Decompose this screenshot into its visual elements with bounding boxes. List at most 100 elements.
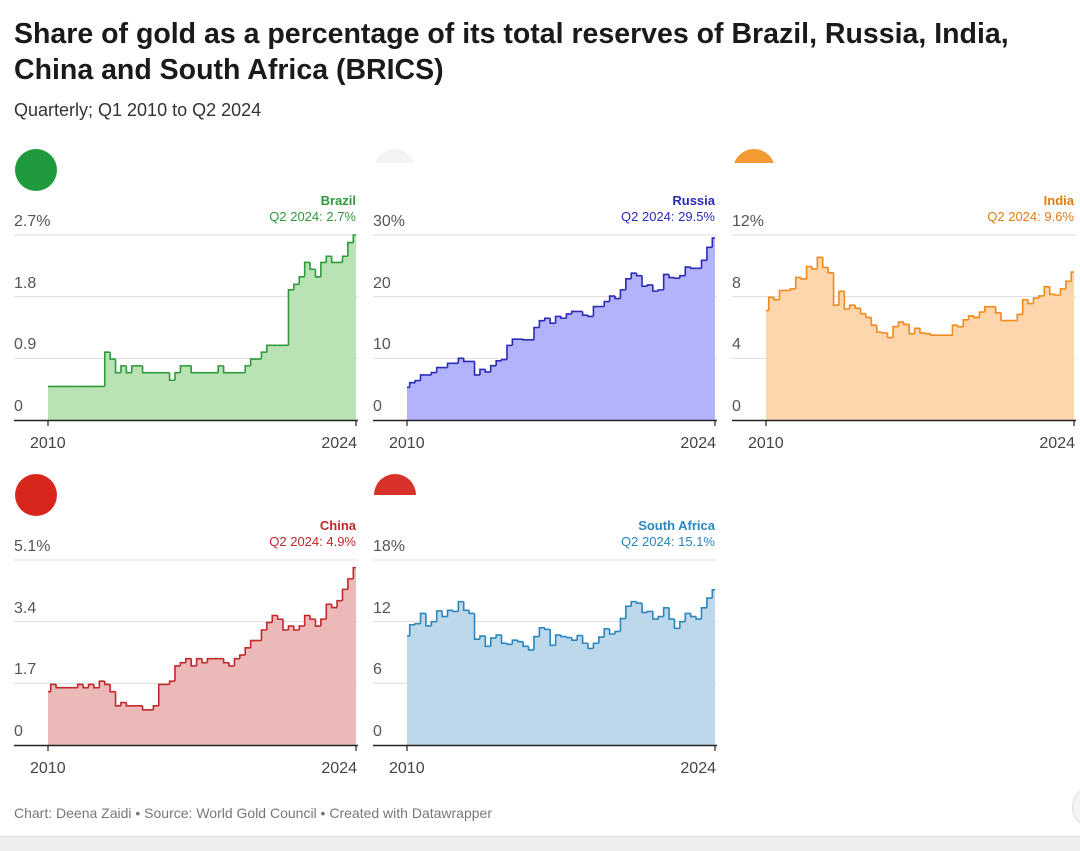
y-tick-label: 0 — [373, 723, 382, 740]
data-step — [506, 344, 513, 360]
data-step — [430, 620, 437, 626]
latest-value-label: Q2 2024: 2.7% — [269, 209, 356, 224]
data-step — [689, 613, 697, 618]
data-step — [435, 366, 443, 373]
data-step — [930, 333, 937, 337]
data-step — [341, 588, 348, 601]
data-step — [141, 365, 148, 374]
data-step — [924, 332, 931, 335]
panel-brazil: 0 0.9 1.8 2.7% 2010 2024 Brazil Q2 2024: 2.7% — [14, 145, 359, 465]
data-step — [179, 661, 186, 666]
data-step — [625, 277, 632, 290]
series-name: Russia — [672, 193, 715, 208]
plot-area — [373, 234, 717, 426]
data-step — [190, 658, 197, 667]
data-step — [571, 637, 578, 641]
data-step — [330, 604, 338, 609]
floating-button[interactable] — [1072, 786, 1080, 828]
x-tick-label: 2024 — [321, 760, 357, 777]
data-step — [973, 315, 980, 319]
data-step — [479, 635, 486, 640]
y-tick-label: 30% — [373, 213, 406, 230]
y-tick-label: 2.7% — [14, 213, 51, 230]
panel-south-africa: 0 6 12 18% 2010 2024 South Africa Q2 2024: 15.1… — [373, 470, 718, 790]
data-step — [673, 277, 680, 279]
data-step — [603, 300, 610, 307]
data-step — [125, 702, 132, 707]
data-step — [652, 284, 659, 292]
data-step — [425, 613, 432, 627]
data-step — [325, 603, 332, 620]
brazil-flag-icon — [15, 149, 57, 191]
data-step — [538, 627, 545, 637]
data-step — [565, 313, 572, 319]
data-step — [1065, 280, 1072, 289]
data-step — [994, 306, 1002, 314]
data-step — [560, 316, 567, 320]
data-step — [957, 325, 964, 328]
area-fill — [48, 567, 356, 745]
data-step — [408, 381, 416, 388]
data-step — [913, 327, 920, 334]
data-step — [298, 275, 305, 285]
data-step — [341, 255, 348, 263]
data-step — [592, 642, 599, 649]
series-name: Brazil — [320, 193, 356, 208]
data-step — [811, 266, 818, 270]
y-tick-label: 4 — [732, 336, 741, 354]
data-step — [614, 630, 621, 634]
data-step — [184, 657, 192, 663]
data-step — [711, 237, 715, 248]
data-step — [468, 610, 475, 615]
data-step — [789, 288, 796, 291]
data-step — [635, 601, 643, 604]
data-step — [608, 628, 616, 635]
data-step — [870, 317, 877, 326]
y-tick-label: 5.1% — [14, 538, 51, 555]
chart-footer: Chart: Deena Zaidi • Source: World Gold … — [14, 805, 492, 821]
data-step — [49, 683, 57, 692]
data-step — [260, 629, 267, 641]
data-step — [276, 615, 284, 620]
data-step — [533, 635, 540, 650]
data-step — [838, 290, 845, 306]
data-step — [673, 619, 680, 630]
data-step — [352, 234, 356, 243]
data-step — [875, 325, 883, 333]
data-step — [125, 365, 132, 374]
data-step — [303, 261, 311, 277]
data-step — [462, 601, 470, 612]
data-step — [984, 305, 991, 313]
data-step — [641, 603, 648, 614]
data-step — [832, 272, 839, 306]
data-step — [706, 597, 713, 608]
data-step — [441, 610, 448, 618]
data-step — [581, 635, 589, 645]
data-step — [103, 351, 111, 387]
data-step — [287, 625, 294, 631]
series-name: China — [319, 518, 356, 533]
data-step — [408, 623, 416, 637]
data-step — [157, 683, 165, 706]
data-step — [446, 362, 453, 368]
data-step — [794, 276, 802, 289]
data-step — [314, 269, 321, 278]
data-step — [581, 311, 589, 316]
data-step — [522, 339, 529, 341]
data-step — [773, 297, 780, 301]
data-step — [549, 318, 556, 324]
data-step — [700, 259, 707, 269]
data-step — [168, 680, 175, 685]
data-step — [614, 296, 621, 300]
x-tick-label: 2024 — [680, 435, 716, 452]
data-step — [587, 643, 594, 650]
data-step — [700, 606, 707, 620]
data-step — [603, 628, 610, 638]
area-fill — [407, 589, 715, 745]
data-step — [695, 616, 702, 620]
plot-area — [732, 234, 1076, 426]
data-step — [571, 310, 578, 314]
series-name: South Africa — [638, 518, 715, 533]
data-step — [473, 361, 480, 376]
data-step — [249, 639, 257, 648]
